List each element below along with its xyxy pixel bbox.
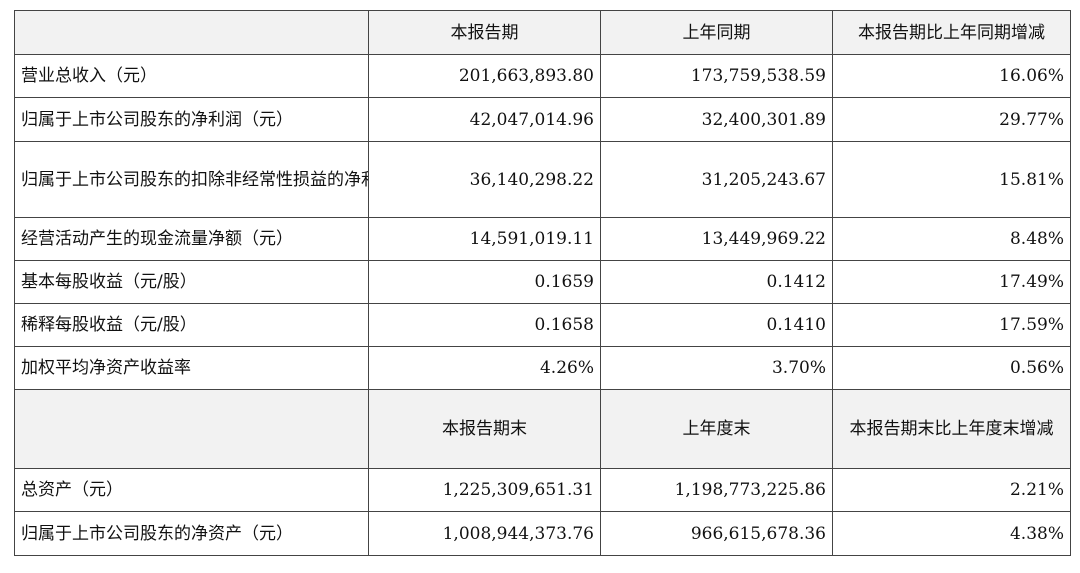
change-value: 16.06% xyxy=(832,54,1071,98)
table-row: 归属于上市公司股东的净资产（元） 1,008,944,373.76 966,61… xyxy=(14,511,1071,556)
header-prior-period: 上年同期 xyxy=(600,10,833,55)
row-label: 归属于上市公司股东的净利润（元） xyxy=(14,97,369,142)
prior-value: 0.1412 xyxy=(600,260,833,304)
prior-value: 13,449,969.22 xyxy=(600,217,833,261)
prior-value: 966,615,678.36 xyxy=(600,511,833,556)
change-value: 4.38% xyxy=(832,511,1071,556)
header-current-period: 本报告期 xyxy=(368,10,601,55)
current-value: 14,591,019.11 xyxy=(368,217,601,261)
table-row: 归属于上市公司股东的扣除非经常性损益的净利润（元） 36,140,298.22 … xyxy=(14,141,1071,218)
table-row: 营业总收入（元） 201,663,893.80 173,759,538.59 1… xyxy=(14,54,1071,98)
current-value: 0.1658 xyxy=(368,303,601,347)
current-value: 201,663,893.80 xyxy=(368,54,601,98)
row-label: 营业总收入（元） xyxy=(14,54,369,98)
change-value: 2.21% xyxy=(832,468,1071,512)
table-row: 经营活动产生的现金流量净额（元） 14,591,019.11 13,449,96… xyxy=(14,217,1071,261)
current-value: 36,140,298.22 xyxy=(368,141,601,218)
row-label: 稀释每股收益（元/股） xyxy=(14,303,369,347)
change-value: 17.49% xyxy=(832,260,1071,304)
subheader-blank-cell xyxy=(14,389,369,469)
row-label: 归属于上市公司股东的扣除非经常性损益的净利润（元） xyxy=(14,141,369,218)
prior-value: 1,198,773,225.86 xyxy=(600,468,833,512)
header-period-end: 本报告期末 xyxy=(368,389,601,469)
change-value: 8.48% xyxy=(832,217,1071,261)
header-change: 本报告期比上年同期增减 xyxy=(832,10,1071,55)
change-value: 0.56% xyxy=(832,346,1071,390)
change-value: 29.77% xyxy=(832,97,1071,142)
table-row: 基本每股收益（元/股） 0.1659 0.1412 17.49% xyxy=(14,260,1071,304)
change-value: 17.59% xyxy=(832,303,1071,347)
prior-value: 32,400,301.89 xyxy=(600,97,833,142)
header-change-period-end: 本报告期末比上年度末增减 xyxy=(832,389,1071,469)
header-blank-cell xyxy=(14,10,369,55)
prior-value: 0.1410 xyxy=(600,303,833,347)
change-value: 15.81% xyxy=(832,141,1071,218)
prior-value: 3.70% xyxy=(600,346,833,390)
table-row: 加权平均净资产收益率 4.26% 3.70% 0.56% xyxy=(14,346,1071,390)
prior-value: 173,759,538.59 xyxy=(600,54,833,98)
row-label: 加权平均净资产收益率 xyxy=(14,346,369,390)
header-prior-year-end: 上年度末 xyxy=(600,389,833,469)
table-row: 归属于上市公司股东的净利润（元） 42,047,014.96 32,400,30… xyxy=(14,97,1071,142)
financial-summary-table: 本报告期 上年同期 本报告期比上年同期增减 营业总收入（元） 201,663,8… xyxy=(14,10,1071,556)
row-label: 归属于上市公司股东的净资产（元） xyxy=(14,511,369,556)
current-value: 4.26% xyxy=(368,346,601,390)
table-subheader-row: 本报告期末 上年度末 本报告期末比上年度末增减 xyxy=(14,389,1071,469)
current-value: 1,225,309,651.31 xyxy=(368,468,601,512)
current-value: 1,008,944,373.76 xyxy=(368,511,601,556)
table-header-row: 本报告期 上年同期 本报告期比上年同期增减 xyxy=(14,10,1071,55)
table-row: 稀释每股收益（元/股） 0.1658 0.1410 17.59% xyxy=(14,303,1071,347)
table-row: 总资产（元） 1,225,309,651.31 1,198,773,225.86… xyxy=(14,468,1071,512)
row-label: 总资产（元） xyxy=(14,468,369,512)
prior-value: 31,205,243.67 xyxy=(600,141,833,218)
current-value: 0.1659 xyxy=(368,260,601,304)
current-value: 42,047,014.96 xyxy=(368,97,601,142)
row-label: 基本每股收益（元/股） xyxy=(14,260,369,304)
row-label: 经营活动产生的现金流量净额（元） xyxy=(14,217,369,261)
